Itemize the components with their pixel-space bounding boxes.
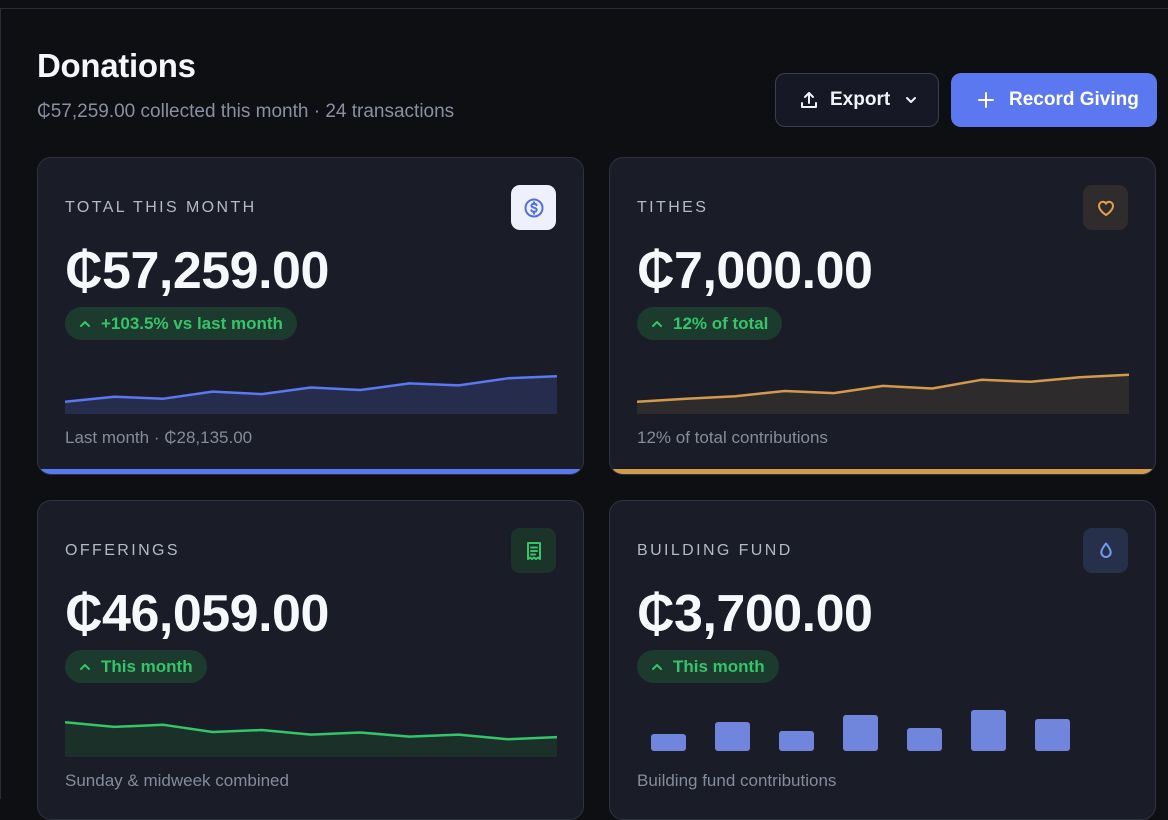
total-sparkline	[65, 374, 557, 414]
chevron-up-icon	[80, 663, 90, 670]
building-bar	[715, 722, 750, 751]
chevron-up-icon	[80, 320, 90, 327]
total-this-month-card: TOTAL THIS MONTH ₵57,259.00 +103.5% vs l…	[37, 157, 584, 475]
period-badge-text: This month	[673, 656, 765, 676]
trend-badge-text: +103.5% vs last month	[101, 313, 283, 333]
card-label: OFFERINGS	[65, 542, 180, 559]
card-label: TOTAL THIS MONTH	[65, 199, 257, 216]
sparkline-area	[65, 722, 557, 757]
card-footer: Building fund contributions	[637, 771, 837, 790]
plus-icon	[978, 92, 994, 108]
card-amount: ₵57,259.00	[65, 242, 329, 300]
export-button[interactable]: Export	[775, 73, 939, 127]
trend-badge: +103.5% vs last month	[65, 307, 297, 340]
dollar-circle-icon	[511, 185, 556, 230]
record-giving-label: Record Giving	[1009, 89, 1139, 110]
page-subtitle: ₵57,259.00 collected this month · 24 tra…	[37, 101, 455, 122]
card-footer: 12% of total contributions	[637, 428, 828, 447]
droplet-icon	[1083, 528, 1128, 573]
window-top-border	[0, 8, 1168, 9]
accent-bar	[38, 469, 583, 474]
building-bar	[843, 715, 878, 751]
building-bar-chart	[651, 710, 1070, 751]
building-bar	[907, 728, 942, 751]
sparkline-area	[637, 374, 1129, 414]
record-giving-button[interactable]: Record Giving	[951, 73, 1157, 127]
export-button-label: Export	[830, 89, 891, 110]
tithes-sparkline	[637, 373, 1129, 414]
period-badge-text: This month	[101, 656, 193, 676]
building-bar	[1035, 719, 1070, 751]
heart-icon	[1083, 185, 1128, 230]
sparkline-line	[65, 374, 557, 404]
share-badge-text: 12% of total	[673, 313, 769, 333]
card-amount: ₵46,059.00	[65, 585, 329, 643]
card-amount: ₵7,000.00	[637, 242, 873, 300]
chevron-up-icon	[652, 320, 662, 327]
building-bar	[971, 710, 1006, 751]
page-title: Donations	[37, 47, 196, 84]
sparkline-line	[65, 721, 557, 741]
share-badge: 12% of total	[637, 307, 783, 340]
building-bar	[651, 734, 686, 751]
card-label: BUILDING FUND	[637, 542, 793, 559]
receipt-icon	[511, 528, 556, 573]
offerings-card: OFFERINGS ₵46,059.00 This month Sunday &…	[37, 500, 584, 820]
chevron-down-icon	[906, 97, 917, 103]
accent-bar	[610, 469, 1155, 474]
card-footer: Last month · ₵28,135.00	[65, 428, 253, 447]
sparkline-line	[637, 373, 1129, 404]
card-label: TITHES	[637, 199, 709, 216]
building-bar	[779, 731, 814, 751]
chevron-up-icon	[652, 663, 662, 670]
building-fund-card: BUILDING FUND ₵3,700.00 This month Build…	[609, 500, 1156, 820]
card-amount: ₵3,700.00	[637, 585, 873, 643]
window-left-border	[0, 8, 1, 799]
period-badge: This month	[65, 650, 207, 683]
tithes-card: TITHES ₵7,000.00 12% of total 12% of tot…	[609, 157, 1156, 475]
upload-icon	[801, 92, 817, 108]
card-footer: Sunday & midweek combined	[65, 771, 289, 790]
period-badge: This month	[637, 650, 779, 683]
offerings-sparkline	[65, 721, 557, 757]
